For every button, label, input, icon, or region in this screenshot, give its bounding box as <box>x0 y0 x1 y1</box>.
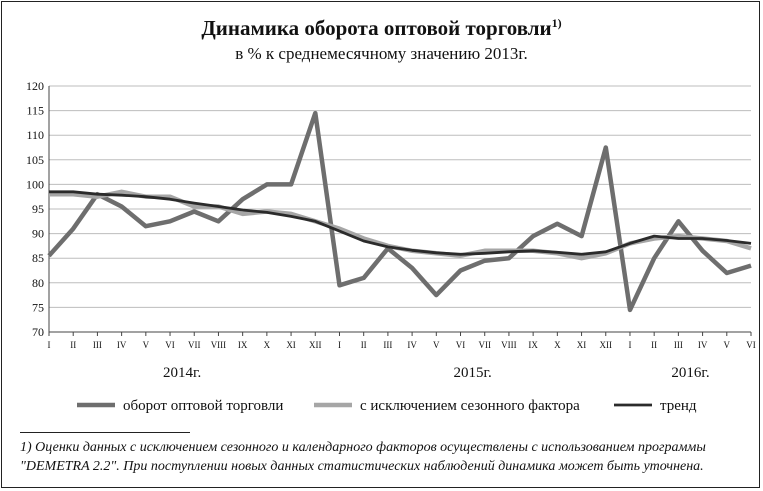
y-tick-label: 115 <box>26 104 44 118</box>
y-tick-label: 100 <box>26 177 44 191</box>
x-tick-label: II <box>70 340 76 350</box>
x-tick-label: VIII <box>501 340 517 350</box>
y-tick-label: 110 <box>26 128 44 142</box>
x-tick-label: V <box>724 340 731 350</box>
x-tick-label: X <box>554 340 561 350</box>
x-tick-label: IX <box>528 340 538 350</box>
y-tick-label: 105 <box>26 153 44 167</box>
x-tick-label: II <box>361 340 367 350</box>
series-lines <box>47 110 752 313</box>
x-tick-label: XII <box>309 340 322 350</box>
chart-title: Динамика оборота оптовой торговли1) <box>201 16 562 40</box>
y-tick-label: 80 <box>32 276 44 290</box>
y-tick-label: 75 <box>32 300 44 314</box>
x-tick-label: VII <box>188 340 201 350</box>
x-tick-label: II <box>651 340 657 350</box>
x-tick-label: IX <box>238 340 248 350</box>
y-tick-label: 120 <box>26 79 44 93</box>
x-tick-label: VI <box>746 340 756 350</box>
x-tick-label: V <box>433 340 440 350</box>
x-tick-label: XI <box>577 340 587 350</box>
year-label: 2016г. <box>671 365 709 381</box>
footnote-line-2: "DEMETRA 2.2". При поступлении новых дан… <box>20 459 704 474</box>
year-labels: 2014г. 2015г. 2016г. <box>163 365 710 381</box>
x-tick-label: I <box>338 340 341 350</box>
x-tick-label: V <box>143 340 150 350</box>
x-axis-ticks: I II III IV V VI VII VIII IX X XI XII I II III IV V VI VII… <box>48 332 756 350</box>
x-tick-label: XII <box>600 340 613 350</box>
x-tick-label: I <box>48 340 51 350</box>
y-tick-label: 95 <box>32 202 44 216</box>
x-tick-label: VI <box>165 340 175 350</box>
x-tick-label: IV <box>117 340 127 350</box>
legend: оборот оптовой торговли с исключением сез… <box>77 398 697 414</box>
x-tick-label: VIII <box>211 340 227 350</box>
year-label: 2015г. <box>454 365 492 381</box>
legend-label-3: тренд <box>660 398 697 414</box>
footnote: 1) Оценки данных с исключением сезонного… <box>20 438 750 476</box>
x-tick-label: VI <box>456 340 466 350</box>
grid <box>48 85 751 333</box>
x-tick-label: X <box>264 340 271 350</box>
x-tick-label: IV <box>698 340 708 350</box>
x-tick-label: III <box>674 340 683 350</box>
y-tick-label: 70 <box>32 325 44 339</box>
footnote-line-1: 1) Оценки данных с исключением сезонного… <box>20 440 706 455</box>
y-tick-label: 90 <box>32 227 44 241</box>
x-tick-label: VII <box>478 340 491 350</box>
footnote-rule <box>20 432 190 433</box>
x-tick-label: I <box>628 340 631 350</box>
legend-label-2: с исключением сезонного фактора <box>360 398 580 414</box>
y-axis-ticks: 70 75 80 85 90 95 100 105 110 115 120 <box>26 79 44 339</box>
x-tick-label: XI <box>286 340 296 350</box>
series-line-3 <box>49 190 752 256</box>
series-line-1 <box>47 110 752 313</box>
legend-label-1: оборот оптовой торговли <box>123 398 283 414</box>
year-label: 2014г. <box>163 365 201 381</box>
x-tick-label: III <box>383 340 392 350</box>
x-tick-label: III <box>93 340 102 350</box>
y-tick-label: 85 <box>32 251 44 265</box>
x-tick-label: IV <box>407 340 417 350</box>
chart-subtitle: в % к среднемесячному значению 2013г. <box>235 44 528 63</box>
